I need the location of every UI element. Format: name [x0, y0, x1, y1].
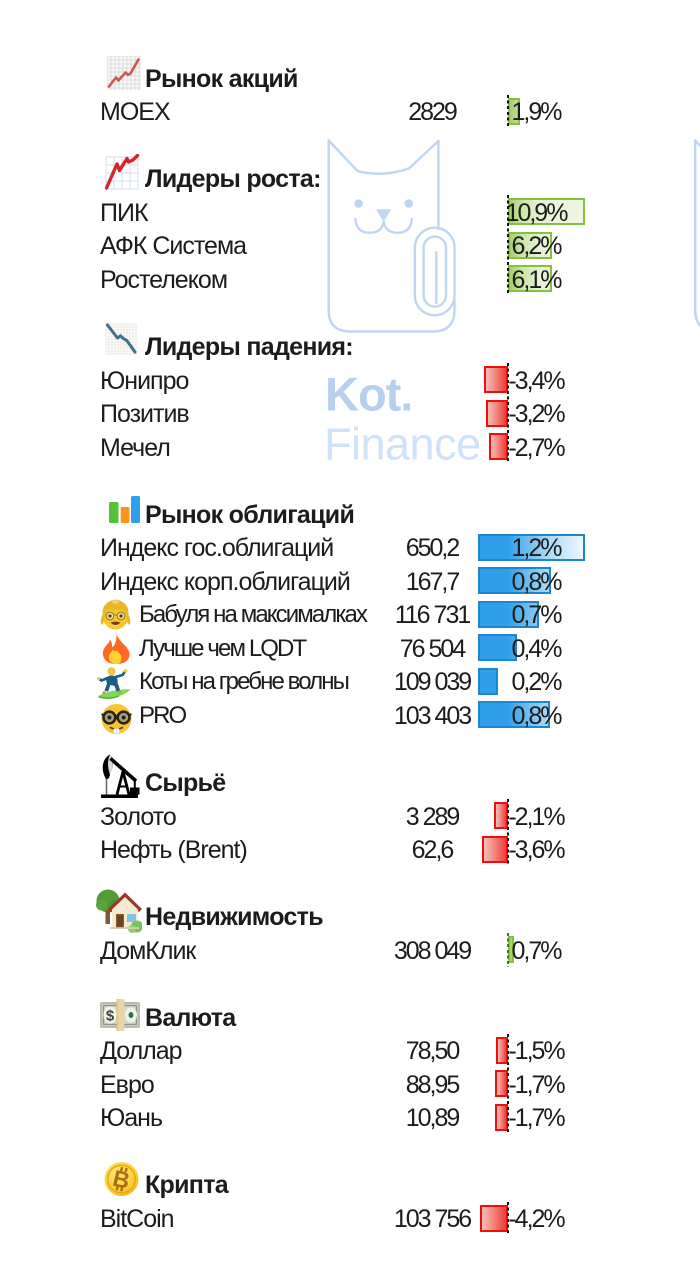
svg-text:Finance: Finance [324, 419, 481, 470]
svg-text:B: B [110, 1165, 132, 1194]
svg-text:$: $ [106, 1008, 115, 1025]
svg-text:Kot.: Kot. [325, 368, 412, 421]
